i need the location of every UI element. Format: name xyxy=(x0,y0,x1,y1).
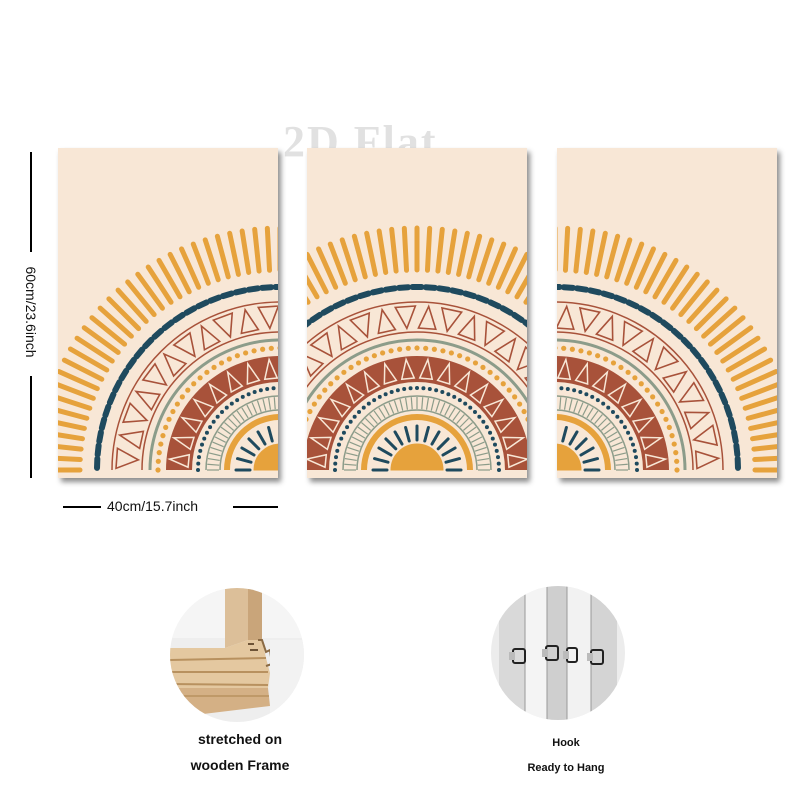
mandala-artwork-left xyxy=(58,148,278,478)
width-dimension-label: 40cm/15.7inch xyxy=(107,498,199,514)
height-dimension-label: 60cm/23.6inch xyxy=(23,266,39,358)
hook-caption-line1: Hook xyxy=(552,737,580,749)
canvas-panel-left xyxy=(58,148,278,478)
frame-caption-line1: stretched on xyxy=(197,731,282,747)
canvas-panel-right xyxy=(557,148,777,478)
frame-caption-line2: wooden Frame xyxy=(190,757,290,773)
mandala-artwork-middle xyxy=(307,148,527,478)
mandala-artwork-right xyxy=(557,148,777,478)
hanging-hook-photo xyxy=(491,586,625,720)
wooden-frame-photo xyxy=(170,588,304,722)
height-dimension-line-bottom xyxy=(30,376,32,478)
width-dimension-line-right xyxy=(233,506,278,508)
canvas-panel-middle xyxy=(307,148,527,478)
height-dimension-line-top xyxy=(30,152,32,252)
hook-caption-line2: Ready to Hang xyxy=(527,762,605,774)
width-dimension-line-left xyxy=(63,506,101,508)
